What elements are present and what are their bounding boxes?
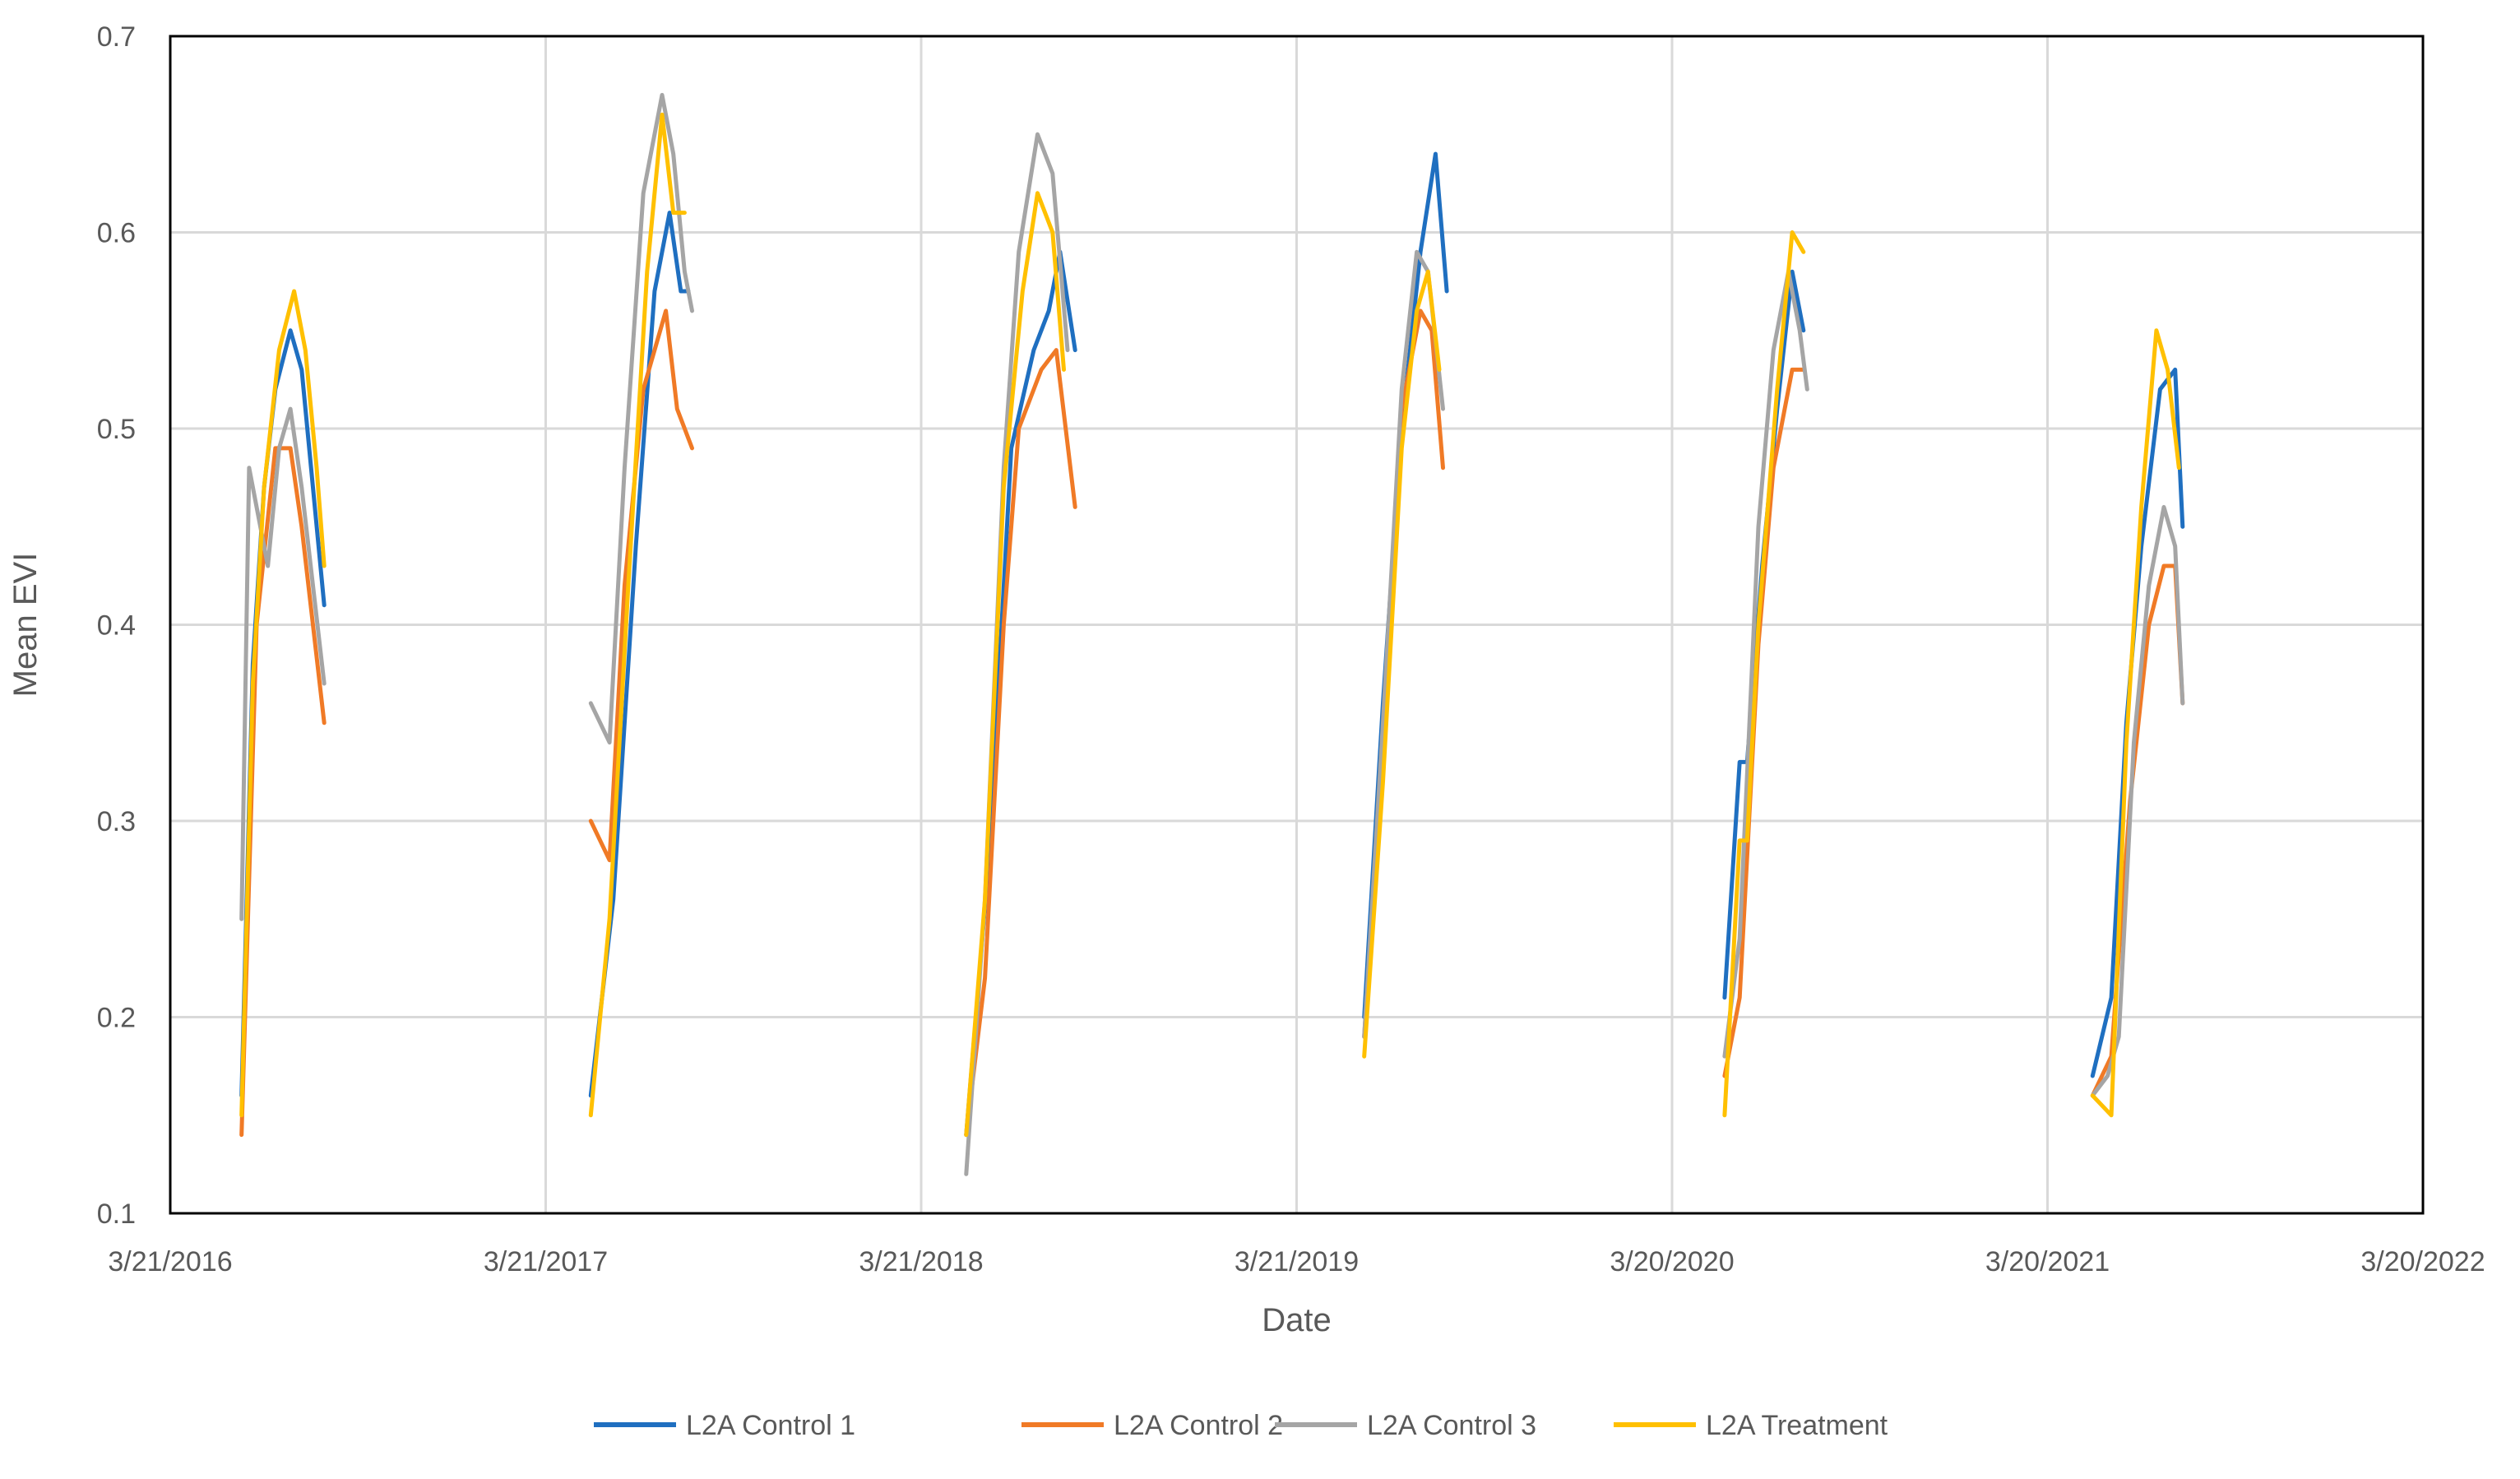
x-axis-ticks: 3/21/2016 3/21/2017 3/21/2018 3/21/2019 3/20… (108, 1246, 2485, 1277)
gridlines (170, 36, 2423, 1213)
series-l2a-treatment (239, 112, 2181, 1138)
y-tick-label: 0.6 (97, 218, 136, 249)
series-line-segment (964, 191, 1066, 1138)
legend-item: L2A Control 3 (1275, 1410, 1536, 1441)
x-axis-title: Date (1262, 1302, 1332, 1338)
y-tick-label: 0.3 (97, 806, 136, 837)
y-tick-label: 0.2 (97, 1003, 136, 1034)
series-line-segment (588, 93, 694, 745)
plot-area-border (169, 35, 2425, 1215)
y-tick-label: 0.5 (97, 414, 136, 445)
series-line-segment (588, 308, 694, 863)
x-tick-label: 3/21/2019 (1235, 1246, 1359, 1277)
legend-item: L2A Control 1 (594, 1410, 855, 1441)
legend: L2A Control 1 L2A Control 2 L2A Control 3 L… (594, 1410, 1888, 1441)
x-tick-label: 3/21/2017 (484, 1246, 608, 1277)
legend-label: L2A Control 2 (1114, 1410, 1283, 1441)
y-tick-label: 0.1 (97, 1198, 136, 1230)
series-line-segment (964, 348, 1077, 1138)
series-line-segment (588, 211, 691, 1098)
legend-label: L2A Treatment (1706, 1410, 1888, 1441)
series-line-segment (239, 289, 327, 1118)
series-line-segment (2090, 367, 2185, 1078)
series-line-segment (1722, 230, 1806, 1118)
legend-item: L2A Treatment (1614, 1410, 1888, 1441)
series-line-segment (588, 112, 687, 1118)
x-tick-label: 3/20/2020 (1610, 1246, 1734, 1277)
x-tick-label: 3/21/2016 (108, 1246, 232, 1277)
series-line-segment (1722, 269, 1809, 1059)
series-line-segment (239, 406, 327, 921)
x-tick-label: 3/20/2021 (1985, 1246, 2110, 1277)
y-axis-title: Mean EVI (7, 553, 44, 698)
y-tick-label: 0.7 (97, 21, 136, 53)
series-line-segment (2090, 328, 2181, 1118)
x-tick-label: 3/20/2022 (2360, 1246, 2485, 1277)
legend-label: L2A Control 3 (1367, 1410, 1536, 1441)
y-axis-ticks: 0.1 0.2 0.3 0.4 0.5 0.6 0.7 (97, 21, 136, 1230)
y-tick-label: 0.4 (97, 610, 136, 642)
legend-label: L2A Control 1 (686, 1410, 855, 1441)
x-tick-label: 3/21/2018 (859, 1246, 983, 1277)
legend-item: L2A Control 2 (1021, 1410, 1283, 1441)
series-layer (239, 93, 2185, 1176)
series-line-segment (1362, 269, 1442, 1059)
series-line-segment (2090, 504, 2185, 1098)
